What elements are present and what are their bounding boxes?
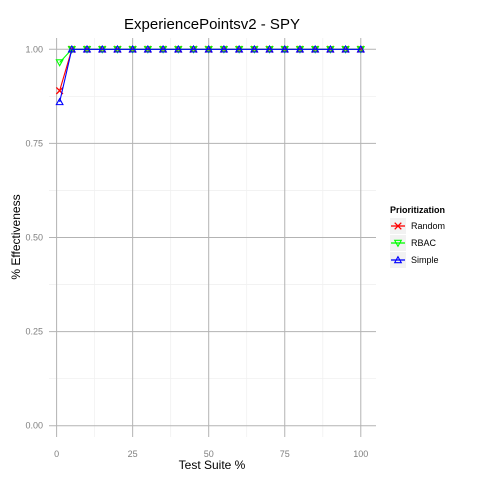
data-point-simple [326, 44, 335, 53]
legend: Prioritization Random RBAC Simple [390, 205, 445, 268]
data-point-simple [204, 44, 213, 53]
y-tick-label: 0.25 [25, 327, 43, 337]
data-point-simple [280, 44, 289, 53]
data-point-simple [234, 44, 244, 53]
legend-label-simple: Simple [411, 255, 439, 265]
legend-item-random: Random [390, 218, 445, 234]
y-tick-label: 0.50 [25, 233, 43, 243]
legend-marker-rbac [393, 239, 403, 248]
data-point-simple [97, 44, 107, 53]
series-line-simple [59, 48, 361, 103]
x-tick-label: 25 [128, 449, 138, 459]
data-point-simple [143, 44, 153, 53]
x-axis-title: Test Suite % [179, 458, 246, 472]
y-tick-label: 1.00 [25, 44, 43, 54]
data-point-simple [128, 44, 137, 53]
data-point-simple [295, 44, 305, 53]
y-tick-label: 0.00 [25, 421, 43, 431]
chart-title: ExperiencePointsv2 - SPY [124, 16, 300, 33]
data-point-simple [189, 44, 198, 53]
legend-marker-simple [393, 255, 403, 264]
x-tick-label: 75 [280, 449, 290, 459]
legend-marker-random [394, 222, 402, 230]
legend-label-random: Random [411, 221, 445, 231]
y-tick-label: 0.75 [25, 138, 43, 148]
data-point-simple [67, 44, 77, 53]
y-axis-title: % Effectiveness [9, 194, 23, 279]
data-point-simple [158, 44, 168, 53]
x-tick-label: 0 [54, 449, 59, 459]
axes: 0 25 50 75 100 0.00 0.25 0.50 0.75 1.00 [25, 44, 368, 459]
data-point-simple [113, 44, 122, 53]
marker-stroke [394, 222, 402, 230]
series-lines [55, 44, 366, 106]
data-point-simple [250, 44, 259, 53]
series-simple [55, 44, 366, 106]
data-point-simple [265, 44, 274, 53]
data-point-rbac [55, 59, 64, 67]
data-point-simple [341, 44, 350, 53]
data-point-simple [356, 44, 366, 53]
legend-title: Prioritization [390, 205, 445, 215]
data-point-simple [219, 44, 229, 53]
marker-stroke [55, 86, 64, 95]
x-tick-label: 50 [204, 449, 214, 459]
data-point-simple [55, 97, 64, 106]
legend-label-rbac: RBAC [411, 238, 437, 248]
data-point-simple [174, 44, 183, 53]
data-point-simple [82, 44, 92, 53]
legend-item-simple: Simple [390, 252, 439, 268]
legend-item-rbac: RBAC [390, 235, 437, 251]
data-point-simple [310, 44, 320, 53]
x-tick-label: 100 [353, 449, 368, 459]
